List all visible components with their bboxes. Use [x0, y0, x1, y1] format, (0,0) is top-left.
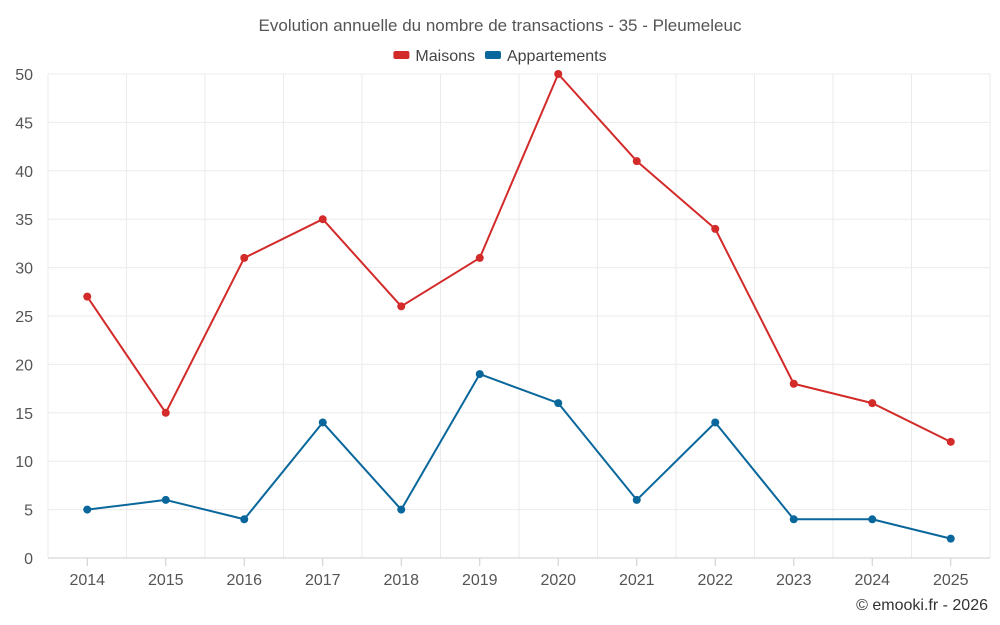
data-point[interactable]	[789, 379, 798, 388]
data-point[interactable]	[632, 157, 641, 166]
legend[interactable]: Maisons Appartements	[393, 48, 607, 65]
x-tick-label: 2024	[854, 572, 890, 589]
x-tick-label: 2021	[619, 572, 655, 589]
data-point[interactable]	[946, 534, 955, 543]
series-appartements	[83, 370, 955, 543]
series-line	[86, 73, 952, 443]
data-point[interactable]	[554, 70, 563, 78]
data-point[interactable]	[240, 253, 249, 262]
series-maisons	[83, 70, 955, 446]
x-tick-label: 2018	[383, 572, 419, 589]
data-point[interactable]	[318, 215, 327, 224]
data-point[interactable]	[397, 505, 406, 514]
data-point[interactable]	[318, 418, 327, 427]
data-point[interactable]	[632, 495, 641, 504]
y-tick-label: 25	[15, 309, 33, 326]
legend-label: Maisons	[415, 48, 475, 65]
x-tick-label: 2023	[776, 572, 812, 589]
y-tick-label: 45	[15, 115, 33, 132]
data-point[interactable]	[711, 418, 720, 427]
data-point[interactable]	[83, 292, 92, 301]
y-tick-label: 30	[15, 261, 33, 278]
x-tick-label: 2020	[540, 572, 576, 589]
legend-label: Appartements	[507, 48, 607, 65]
data-point[interactable]	[161, 495, 170, 504]
data-point[interactable]	[83, 505, 92, 514]
data-point[interactable]	[868, 399, 877, 408]
y-tick-label: 40	[15, 164, 33, 181]
x-axis: 2014 2015 2016 2017 2018 2019 2020 2021 2022 2023…	[69, 558, 969, 589]
y-tick-label: 5	[24, 503, 33, 520]
x-tick-label: 2022	[697, 572, 733, 589]
credit-text: © emooki.fr - 2026	[856, 597, 988, 614]
y-tick-label: 15	[15, 406, 33, 423]
data-point[interactable]	[554, 399, 563, 408]
legend-item-appartements[interactable]: Appartements	[484, 48, 607, 65]
data-point[interactable]	[789, 515, 798, 524]
data-point[interactable]	[711, 224, 720, 233]
y-axis: 0 5 10 15 20 25 30 35 40 45 50	[15, 67, 33, 568]
series-line	[87, 373, 951, 540]
y-tick-label: 50	[15, 67, 33, 84]
series-group	[83, 70, 955, 543]
data-point[interactable]	[161, 408, 170, 417]
data-point[interactable]	[397, 302, 406, 311]
y-tick-label: 10	[15, 454, 33, 471]
x-tick-label: 2019	[462, 572, 498, 589]
chart-title: Evolution annuelle du nombre de transact…	[259, 16, 742, 35]
data-point[interactable]	[475, 253, 484, 262]
y-tick-label: 0	[24, 551, 33, 568]
y-tick-label: 35	[15, 212, 33, 229]
y-tick-label: 20	[15, 357, 33, 374]
x-tick-label: 2025	[933, 572, 969, 589]
data-point[interactable]	[946, 437, 955, 446]
x-tick-label: 2014	[69, 572, 105, 589]
x-tick-label: 2017	[305, 572, 341, 589]
legend-item-maisons[interactable]: Maisons	[393, 48, 475, 65]
x-tick-label: 2015	[148, 572, 184, 589]
data-point[interactable]	[240, 515, 249, 524]
grid	[47, 73, 991, 559]
data-point[interactable]	[475, 370, 484, 379]
x-tick-label: 2016	[226, 572, 262, 589]
data-point[interactable]	[868, 515, 877, 524]
legend-swatch	[484, 51, 501, 59]
legend-swatch	[393, 51, 410, 59]
